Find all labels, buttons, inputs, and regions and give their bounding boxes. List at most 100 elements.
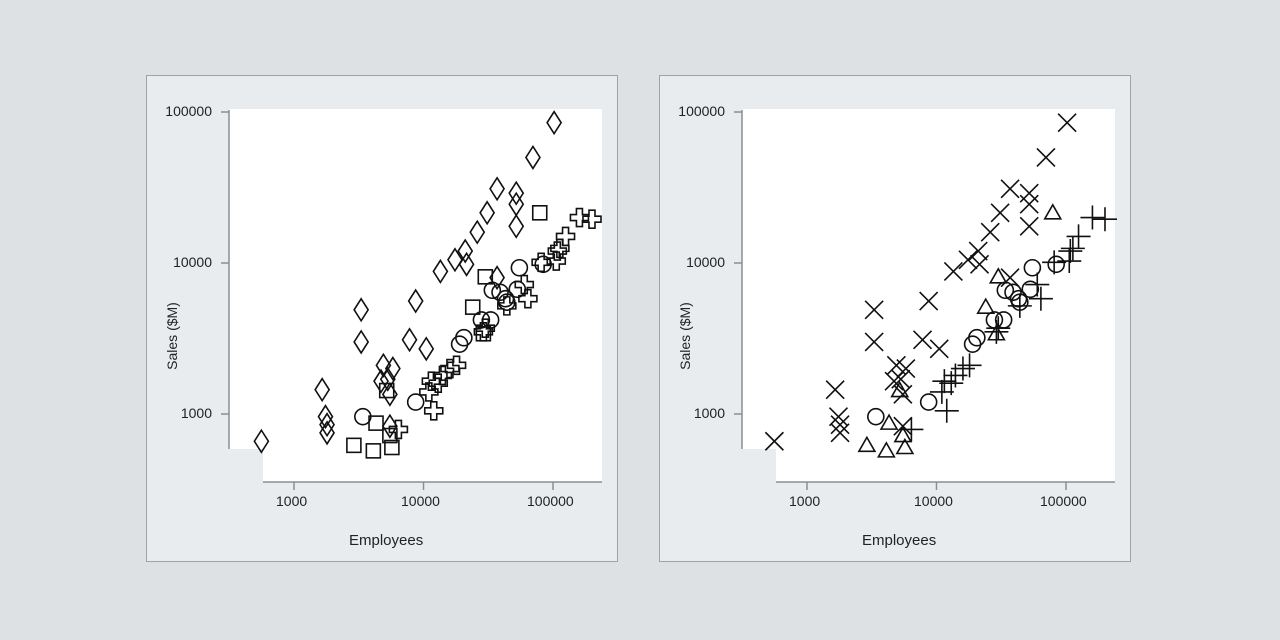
data-point [919, 393, 938, 411]
plot-area [742, 109, 1115, 482]
data-point [384, 356, 401, 382]
data-point [980, 222, 1000, 242]
data-point [384, 439, 400, 456]
y-axis-label: Sales ($M) [677, 302, 693, 370]
y-tick-10000: 10000 [173, 254, 212, 270]
data-point [986, 316, 1011, 341]
y-tick-1000: 1000 [180, 405, 212, 421]
data-point [1060, 236, 1085, 261]
data-point [406, 393, 425, 411]
data-point [968, 328, 986, 347]
data-point [1042, 250, 1067, 275]
data-point [508, 180, 525, 206]
data-point [457, 238, 474, 264]
data-point [491, 283, 509, 302]
data-point [401, 327, 418, 353]
x-axis-label: Employees [862, 532, 937, 549]
data-point [929, 339, 949, 359]
data-point [477, 269, 494, 285]
data-point [373, 368, 389, 394]
data-point [447, 247, 463, 273]
data-point [1019, 194, 1039, 214]
data-point [990, 203, 1010, 223]
data-point [582, 209, 602, 230]
data-point [1092, 207, 1117, 232]
data-point [510, 258, 529, 277]
data-point [969, 254, 990, 274]
data-point [419, 382, 439, 402]
data-point [508, 213, 525, 239]
data-point [354, 407, 372, 426]
data-point [483, 281, 502, 300]
data-point [378, 382, 395, 399]
data-point [857, 435, 877, 453]
chart-panel-right: 100000 10000 1000 1000 10000 100000 Empl… [659, 75, 1131, 562]
data-point [464, 299, 481, 315]
data-point [475, 318, 496, 339]
y-tick-10000: 10000 [686, 254, 725, 270]
data-point [950, 356, 975, 381]
data-point [867, 407, 885, 426]
y-tick-1000: 1000 [693, 405, 725, 421]
data-point [455, 328, 473, 347]
data-point [555, 226, 576, 247]
data-point [919, 291, 939, 311]
data-point [547, 241, 568, 261]
data-point [984, 319, 1009, 344]
data-point [418, 336, 435, 362]
data-point [472, 311, 491, 329]
data-point [546, 110, 563, 136]
x-axis-label: Employees [349, 532, 424, 549]
data-point [932, 369, 957, 394]
x-tick-100000: 100000 [527, 493, 574, 509]
data-point [764, 431, 784, 451]
y-tick-100000: 100000 [165, 103, 212, 119]
x-tick-100000: 100000 [1040, 493, 1087, 509]
data-point [381, 381, 398, 407]
data-point [957, 353, 982, 378]
data-point [879, 413, 899, 430]
data-point [876, 441, 896, 458]
scatter-plot-right [734, 109, 1117, 490]
data-point [1007, 293, 1032, 318]
data-point [458, 251, 475, 277]
data-point [895, 437, 915, 455]
data-point [1058, 239, 1083, 264]
data-point [569, 207, 590, 228]
data-point [1000, 179, 1020, 199]
data-point [1036, 147, 1056, 168]
data-point [253, 428, 270, 454]
data-point [524, 144, 541, 170]
data-point [1057, 249, 1082, 274]
data-point [479, 200, 496, 226]
chart-panel-left: 100000 10000 1000 1000 10000 100000 Empl… [146, 75, 618, 562]
data-point [1004, 283, 1022, 302]
data-point [518, 288, 538, 309]
data-point [958, 250, 978, 270]
y-tick-100000: 100000 [678, 103, 725, 119]
data-point [912, 330, 933, 350]
data-point [514, 274, 535, 295]
data-point [896, 358, 916, 379]
data-point [365, 443, 382, 459]
scatter-plot-left [221, 109, 602, 490]
data-point [353, 297, 370, 323]
data-point [830, 415, 850, 435]
data-point [407, 288, 424, 314]
data-point [317, 404, 334, 430]
data-point [934, 398, 959, 423]
data-point [1021, 280, 1040, 299]
data-point [432, 258, 449, 284]
data-point [864, 300, 884, 320]
data-point [314, 377, 331, 403]
data-point [1066, 224, 1091, 249]
data-point [531, 252, 551, 273]
x-tick-1000: 1000 [276, 493, 308, 509]
data-point [1043, 203, 1063, 220]
data-point [890, 380, 910, 398]
data-point [899, 417, 924, 442]
y-axis-label: Sales ($M) [164, 302, 180, 370]
data-point [996, 281, 1015, 300]
data-point [368, 415, 384, 431]
data-point [976, 297, 996, 314]
